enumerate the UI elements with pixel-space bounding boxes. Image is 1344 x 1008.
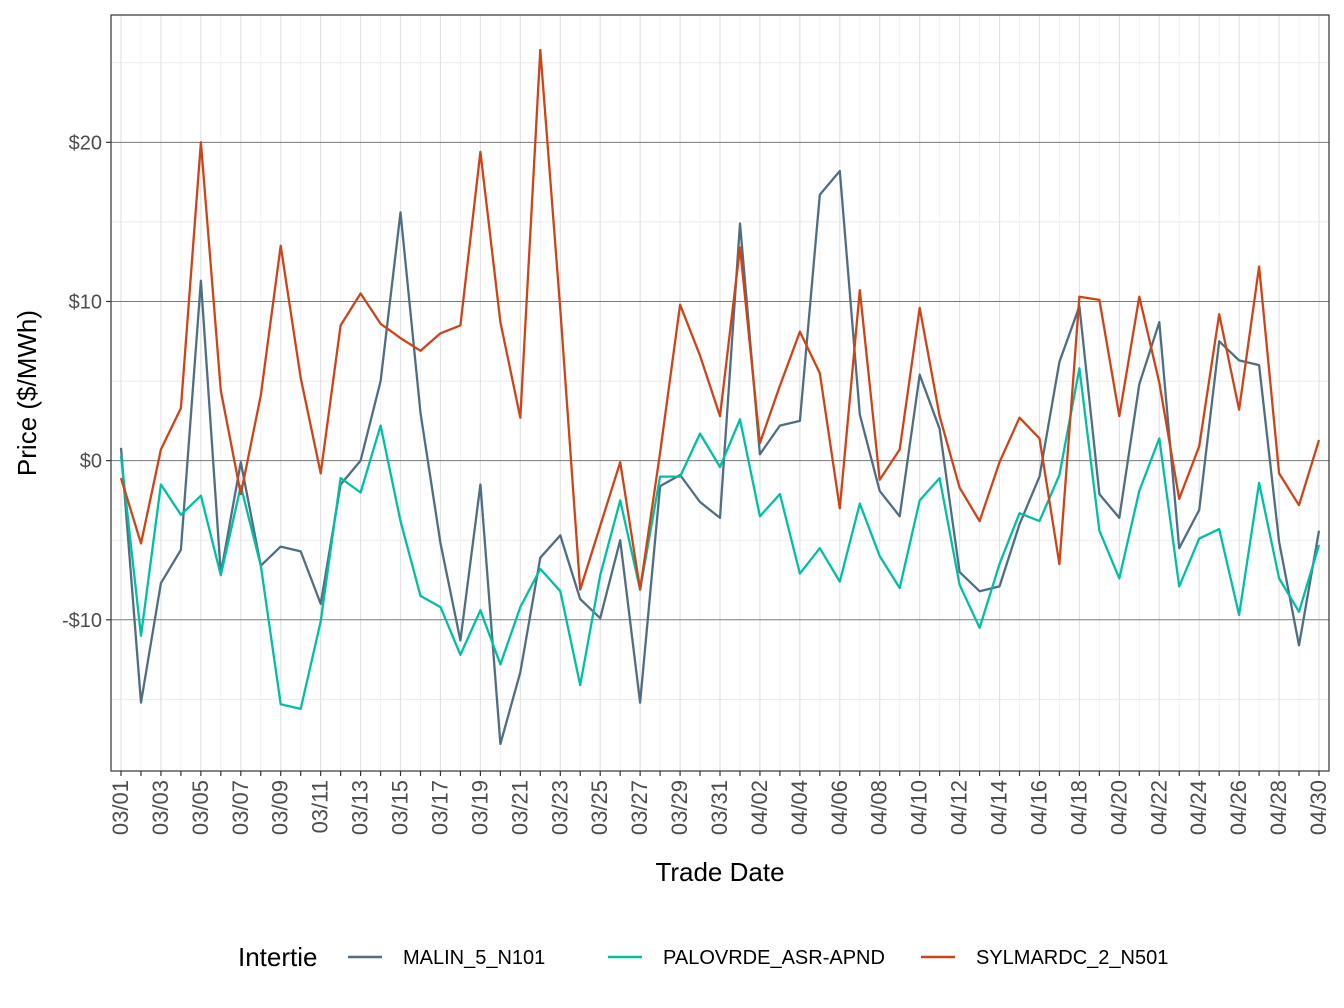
plot-panel [111, 15, 1329, 771]
x-tick-label: 03/31 [707, 780, 732, 835]
x-tick-label: 03/17 [427, 780, 452, 835]
x-tick-label: 03/19 [467, 780, 492, 835]
x-tick-label: 03/01 [108, 780, 133, 835]
legend-label: MALIN_5_N101 [403, 947, 545, 969]
series-line [119, 367, 1321, 711]
x-tick-label: 03/09 [268, 780, 293, 835]
x-tick-label: 04/30 [1306, 780, 1331, 835]
x-axis: 03/01 03/03 03/05 03/07 03/09 03/11 03/13 03/15… [108, 771, 1331, 835]
y-axis: -$10 $0 $10 $20 [62, 132, 111, 632]
legend-label: SYLMARDC_2_N501 [976, 947, 1168, 969]
x-tick-label: 04/16 [1026, 780, 1051, 835]
y-tick-label: $20 [69, 132, 102, 154]
y-tick-label: $0 [80, 451, 102, 473]
x-tick-label: 03/05 [188, 780, 213, 835]
x-axis-title: Trade Date [655, 857, 784, 887]
y-tick-label: $10 [69, 291, 102, 313]
x-tick-label: 04/28 [1266, 780, 1291, 835]
series-line [119, 169, 1321, 746]
y-axis-title: Price ($/MWh) [12, 310, 42, 476]
x-tick-label: 04/24 [1186, 780, 1211, 835]
series-line [119, 48, 1321, 591]
x-tick-label: 03/27 [627, 780, 652, 835]
legend: Intertie MALIN_5_N101 PALOVRDE_ASR-APND SY… [238, 942, 1168, 972]
x-tick-label: 03/03 [148, 780, 173, 835]
x-tick-label: 03/07 [228, 780, 253, 835]
x-tick-label: 04/02 [747, 780, 772, 835]
x-tick-label: 04/20 [1106, 780, 1131, 835]
x-tick-label: 03/11 [308, 780, 333, 833]
legend-label: PALOVRDE_ASR-APND [663, 947, 885, 969]
x-tick-label: 04/26 [1226, 780, 1251, 835]
x-tick-label: 04/10 [907, 780, 932, 835]
x-tick-label: 03/21 [507, 780, 532, 835]
x-tick-label: 03/25 [587, 780, 612, 835]
x-tick-label: 03/15 [388, 780, 413, 835]
x-tick-label: 03/29 [667, 780, 692, 835]
x-tick-label: 04/22 [1146, 780, 1171, 835]
x-tick-label: 04/14 [987, 780, 1012, 835]
x-tick-label: 04/04 [787, 780, 812, 835]
legend-title: Intertie [238, 942, 318, 972]
x-tick-label: 03/23 [547, 780, 572, 835]
x-tick-label: 04/18 [1066, 780, 1091, 835]
x-tick-label: 04/06 [827, 780, 852, 835]
y-tick-label: -$10 [62, 610, 102, 632]
x-tick-label: 03/13 [348, 780, 373, 835]
x-tick-label: 04/08 [867, 780, 892, 835]
x-tick-label: 04/12 [947, 780, 972, 835]
series-lines [119, 48, 1321, 746]
